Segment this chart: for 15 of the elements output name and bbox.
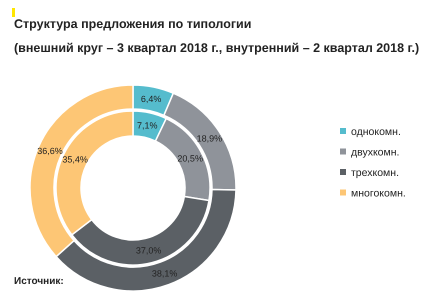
legend-label: однокомн. [351,126,401,138]
data-label: 38,1% [152,268,178,278]
data-label: 37,0% [136,246,162,256]
data-label: 6,4% [140,94,162,104]
legend-label: двухкомн. [351,146,400,159]
data-label: 7,1% [137,120,158,130]
chart-title: Структура предложения по типологии [14,17,252,31]
chart-subtitle: (внешний круг – 3 квартал 2018 г., внутренний – 2 квартал 2018 г.) [14,41,420,55]
data-label: 18,9% [196,134,222,144]
data-label: 35,4% [62,154,88,165]
legend-label: многокомн. [351,188,406,200]
data-label: 20,5% [177,153,203,164]
data-label: 36,6% [37,146,63,156]
text: Источник: [14,276,64,287]
legend-label: трехкомн. [351,167,399,180]
